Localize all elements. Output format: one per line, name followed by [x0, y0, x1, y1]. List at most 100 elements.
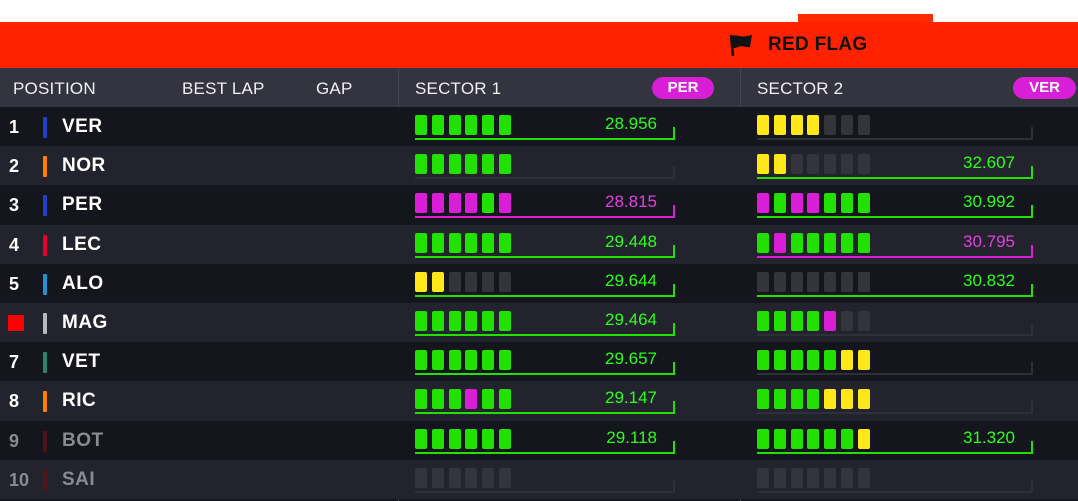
column-header-gap[interactable]: GAP: [316, 79, 353, 98]
mini-sector-segment: [757, 389, 769, 410]
mini-sector-segment: [807, 389, 820, 410]
mini-sector-segment: [415, 350, 427, 371]
sector-underline-tick: [1031, 322, 1033, 336]
driver-row[interactable]: 3 PER 28.815 30.992: [0, 185, 1078, 225]
mini-sector-segment: [415, 232, 427, 253]
sector-time: 28.815: [605, 192, 657, 212]
sector-underline: [757, 373, 1033, 376]
sector-time: 29.644: [605, 270, 657, 290]
mini-sector-segment: [773, 232, 786, 253]
mini-sector-segment: [824, 115, 837, 135]
mini-sector-segment: [790, 428, 803, 449]
sector-underline: [415, 490, 675, 493]
column-header-best-lap[interactable]: BEST LAP: [182, 79, 265, 98]
mini-sector-segment: [431, 271, 444, 292]
mini-sector-segment: [431, 350, 444, 371]
mini-sector-segment: [841, 232, 853, 253]
mini-sector-segment: [499, 271, 511, 292]
driver-row[interactable]: MAG 29.464: [0, 302, 1078, 343]
sector-2-cell: 32.607: [757, 146, 1033, 185]
driver-code[interactable]: MAG: [62, 311, 108, 333]
mini-sector-segment: [857, 154, 870, 175]
mini-sector-segment: [790, 271, 803, 292]
mini-sector-segment: [415, 115, 427, 135]
mini-sector-segment: [431, 193, 444, 214]
mini-sector-segment: [790, 154, 803, 175]
position-number: 10: [9, 469, 30, 490]
driver-code[interactable]: RIC: [62, 390, 97, 412]
driver-row[interactable]: 2 NOR 32.607: [0, 146, 1078, 186]
mini-sector-segment: [757, 310, 769, 331]
sector-underline-tick: [1031, 283, 1033, 297]
driver-row[interactable]: 9 BOT 29.118 31.320: [0, 420, 1078, 460]
driver-code[interactable]: VET: [62, 351, 101, 373]
sector-1-cell: 28.815: [415, 185, 675, 224]
sector-underline-tick: [1031, 244, 1033, 258]
position-number: 3: [9, 195, 20, 216]
team-color-bar: [43, 312, 47, 334]
sector-2-cell: 30.795: [757, 225, 1033, 264]
mini-sector-segment: [482, 115, 495, 135]
mini-sector-segment: [415, 310, 427, 331]
mini-sector-segment: [841, 310, 853, 331]
team-color-bar: [43, 273, 47, 295]
driver-row[interactable]: 8 RIC 29.147: [0, 381, 1078, 421]
driver-code[interactable]: LEC: [62, 233, 102, 255]
mini-sector-segment: [482, 310, 495, 331]
mini-sector-segment: [757, 193, 769, 214]
mini-sector-segment: [773, 467, 786, 488]
driver-row[interactable]: 7 VET 29.657: [0, 342, 1078, 382]
mini-sector-segment: [757, 428, 769, 449]
driver-row[interactable]: 4 LEC 29.448 30.795: [0, 224, 1078, 264]
mini-sector-segment: [773, 193, 786, 214]
mini-sector-segment: [773, 428, 786, 449]
mini-sector-segment: [841, 115, 853, 135]
sector-underline-tick: [673, 440, 675, 454]
mini-sector-segment: [465, 193, 478, 214]
mini-sector-segment: [790, 115, 803, 135]
mini-sector-segment: [757, 271, 769, 292]
driver-code[interactable]: BOT: [62, 429, 104, 451]
timing-table-body: 1 VER 28.956 2 NOR 32.607 3 PER 28.815 30.992 4 LEC…: [0, 107, 1078, 499]
mini-sector-segment: [499, 232, 511, 253]
mini-sector-segment: [790, 350, 803, 371]
mini-sector-segment: [448, 350, 461, 371]
mini-sector-segment: [773, 154, 786, 175]
column-header-sector-2[interactable]: SECTOR 2: [757, 79, 844, 98]
mini-sector-segment: [431, 389, 444, 410]
driver-code[interactable]: PER: [62, 194, 103, 216]
sector-2-cell: [757, 107, 1033, 146]
driver-code[interactable]: VER: [62, 116, 103, 137]
mini-sector-segment: [465, 232, 478, 253]
driver-code[interactable]: SAI: [62, 468, 96, 490]
mini-sector-segment: [465, 310, 478, 331]
sector-time: 29.657: [605, 349, 657, 369]
driver-row[interactable]: 10 SAI: [0, 459, 1078, 499]
mini-sector-segment: [482, 154, 495, 175]
mini-sector-segment: [824, 467, 837, 488]
driver-row[interactable]: 1 VER 28.956: [0, 107, 1078, 147]
sector-1-cell: 29.147: [415, 381, 675, 420]
mini-sector-segment: [841, 154, 853, 175]
team-color-bar: [43, 469, 47, 491]
driver-code[interactable]: ALO: [62, 272, 104, 294]
sector-underline: [757, 333, 1033, 336]
sector-2-cell: [757, 460, 1033, 499]
mini-sector-segment: [757, 232, 769, 253]
team-color-bar: [43, 430, 47, 452]
sector-1-cell: 29.644: [415, 264, 675, 303]
driver-code[interactable]: NOR: [62, 155, 106, 177]
column-header-sector-1[interactable]: SECTOR 1: [415, 79, 502, 98]
top-strip-accent: [798, 14, 933, 22]
mini-sector-segment: [790, 389, 803, 410]
mini-sector-segment: [448, 193, 461, 214]
sector-underline: [415, 177, 675, 180]
mini-sector-segment: [773, 271, 786, 292]
sector-underline: [415, 255, 675, 258]
mini-sector-segment: [499, 154, 511, 175]
driver-row[interactable]: 5 ALO 29.644 30.832: [0, 263, 1078, 303]
mini-sector-segment: [824, 271, 837, 292]
sector-underline: [415, 216, 675, 219]
sector-2-cell: 30.992: [757, 185, 1033, 224]
mini-sector-segment: [857, 389, 870, 410]
